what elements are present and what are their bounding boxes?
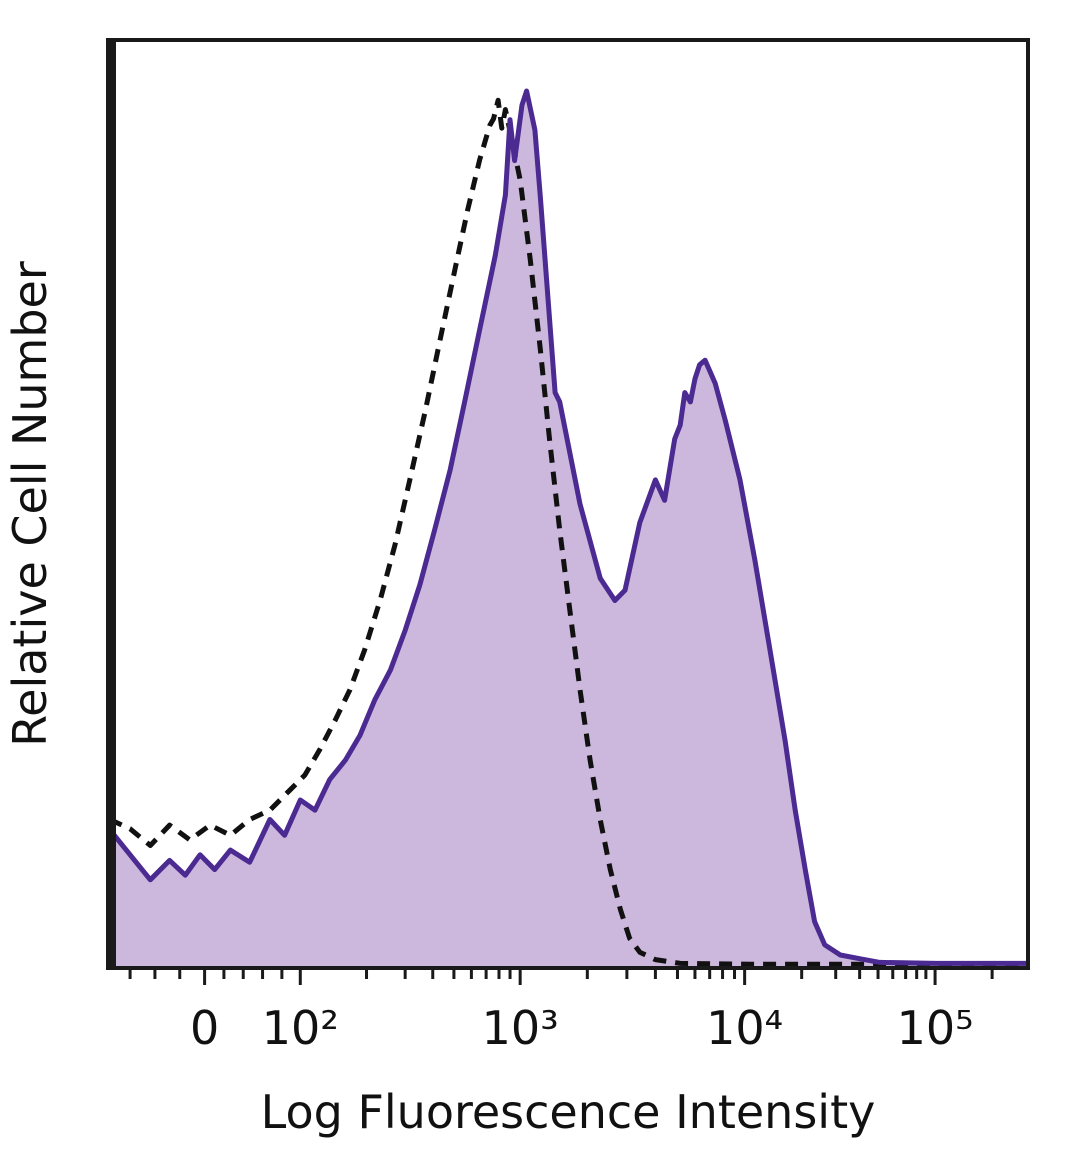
solid-sample-curve [110,88,1026,966]
x-axis-tick-labels: 0 10² 10³ 10⁴ 10⁵ [190,1001,974,1055]
x-axis-title: Log Fluorescence Intensity [261,1085,876,1139]
plot-area [110,88,1026,966]
dashed-control-curve [110,97,1026,966]
x-tick-label: 10⁴ [706,1001,783,1055]
x-tick-label: 0 [190,1001,219,1055]
y-axis-title: Relative Cell Number [3,261,57,747]
filled-purple-area [110,91,1026,966]
x-tick-label: 10⁵ [897,1001,974,1055]
x-tick-label: 10³ [482,1001,559,1055]
x-axis-ticks [128,970,994,985]
x-tick-label: 10² [262,1001,339,1055]
